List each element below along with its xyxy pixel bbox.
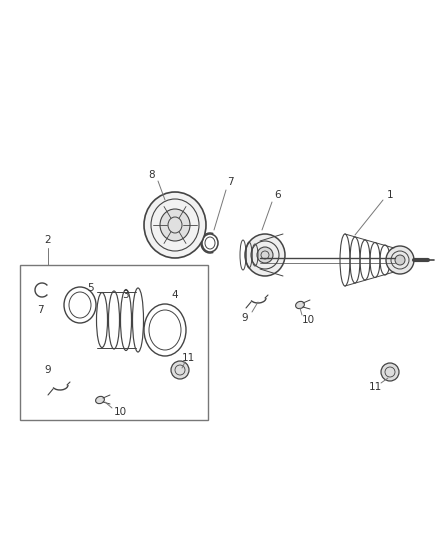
Ellipse shape xyxy=(395,255,405,265)
Text: 11: 11 xyxy=(181,353,194,363)
Circle shape xyxy=(381,363,399,381)
Text: 10: 10 xyxy=(301,315,314,325)
Text: 11: 11 xyxy=(368,382,381,392)
Ellipse shape xyxy=(144,192,206,258)
Text: 6: 6 xyxy=(275,190,281,200)
Circle shape xyxy=(171,361,189,379)
Text: 8: 8 xyxy=(148,170,155,180)
Bar xyxy=(20,265,208,420)
Ellipse shape xyxy=(95,397,104,403)
Text: 3: 3 xyxy=(122,290,128,300)
Text: 7: 7 xyxy=(227,177,233,187)
Text: 1: 1 xyxy=(387,190,393,200)
Ellipse shape xyxy=(160,209,190,241)
Text: 9: 9 xyxy=(45,365,51,375)
Ellipse shape xyxy=(257,247,273,263)
Ellipse shape xyxy=(386,246,414,274)
Text: 10: 10 xyxy=(113,407,127,417)
Ellipse shape xyxy=(245,234,285,276)
Ellipse shape xyxy=(296,301,304,309)
Text: 7: 7 xyxy=(37,305,43,315)
Text: 4: 4 xyxy=(172,290,178,300)
Text: 5: 5 xyxy=(87,283,93,293)
Text: 2: 2 xyxy=(45,235,51,245)
Text: 9: 9 xyxy=(242,313,248,323)
